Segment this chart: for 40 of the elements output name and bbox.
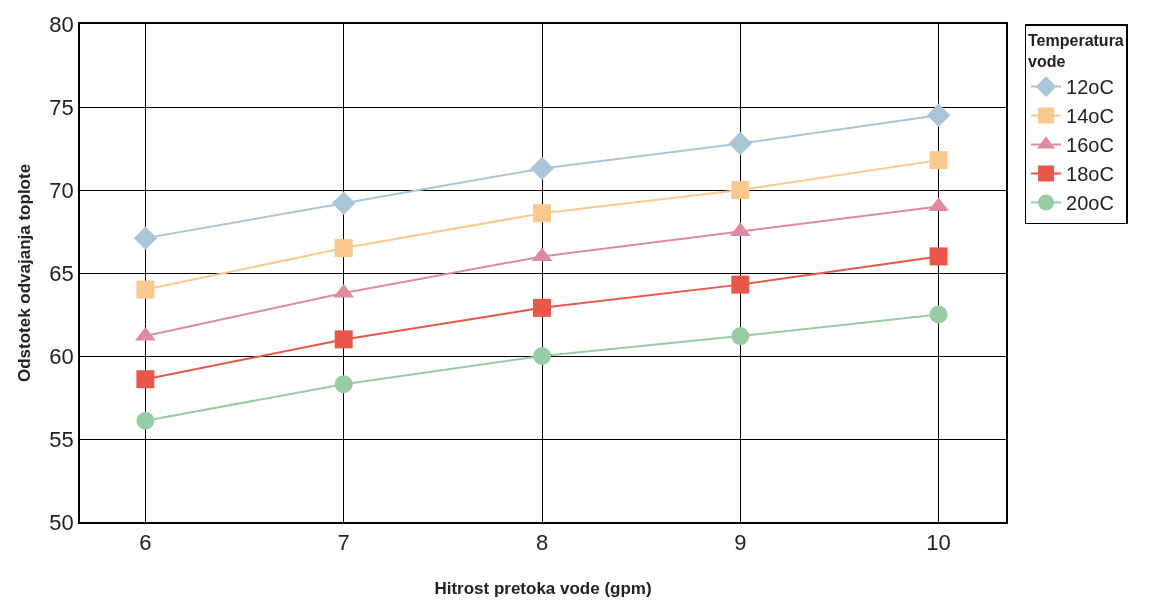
point bbox=[731, 275, 750, 294]
x-tick-label: 10 bbox=[926, 530, 951, 556]
x-tick-label: 6 bbox=[139, 530, 152, 556]
y-tick-label: 70 bbox=[49, 177, 74, 203]
point bbox=[334, 330, 353, 349]
point bbox=[334, 239, 353, 258]
point bbox=[731, 181, 750, 199]
legend-label: 16oC bbox=[1066, 134, 1114, 157]
point bbox=[533, 298, 552, 317]
legend-label: 14oC bbox=[1066, 105, 1114, 128]
y-axis-title: Odstotek odvajanja toplote bbox=[15, 163, 35, 383]
y-tick-label: 80 bbox=[49, 11, 74, 37]
point bbox=[136, 280, 155, 299]
point bbox=[929, 151, 948, 170]
x-axis-title: Hitrost pretoka vode (gpm) bbox=[434, 579, 652, 599]
y-tick-label: 60 bbox=[49, 343, 74, 369]
point bbox=[334, 375, 353, 394]
legend-label: 20oC bbox=[1066, 192, 1114, 215]
x-tick-label: 8 bbox=[535, 530, 549, 556]
legend-title: Temperatura vode bbox=[1028, 32, 1124, 71]
x-tick-label: 7 bbox=[337, 530, 350, 556]
x-tick-label: 9 bbox=[734, 530, 747, 556]
point bbox=[929, 305, 948, 324]
y-tick-label: 55 bbox=[49, 426, 74, 452]
point bbox=[332, 191, 356, 215]
point bbox=[136, 411, 155, 430]
y-tick-label: 50 bbox=[49, 509, 74, 535]
point bbox=[929, 247, 948, 266]
legend-label: 18oC bbox=[1066, 163, 1114, 186]
point bbox=[533, 204, 552, 223]
point bbox=[530, 156, 554, 181]
point bbox=[133, 226, 158, 250]
point bbox=[136, 370, 155, 389]
point bbox=[533, 347, 552, 365]
y-tick-label: 75 bbox=[49, 94, 74, 120]
point bbox=[728, 131, 752, 156]
y-tick-label: 65 bbox=[49, 260, 74, 286]
point bbox=[926, 103, 951, 127]
legend-label: 12oC bbox=[1066, 76, 1114, 99]
point bbox=[731, 327, 750, 346]
